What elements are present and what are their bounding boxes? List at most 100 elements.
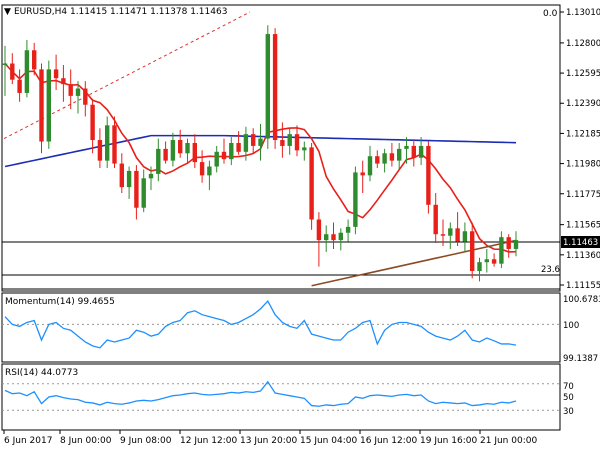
price-tick-label: 1.12185 [566,129,600,139]
price-tick-label: 1.12390 [566,99,600,109]
candle-body [185,142,190,154]
candle-body [148,173,154,179]
candle-body [491,259,497,264]
candle-body [404,145,409,149]
time-tick-label: 6 Jun 2017 [4,436,52,446]
candle-body [126,170,132,188]
candle-body [229,142,234,160]
candle-body [32,50,37,70]
fib-level-label: 23.6 [541,265,560,275]
candle-body [389,153,395,161]
time-tick-label: 13 Jun 20:00 [240,436,297,446]
candle-body [214,151,219,167]
price-tick-label: 1.11775 [566,190,600,200]
candle-body [192,142,197,163]
candle-body [462,231,468,242]
candle-body [199,162,205,176]
candle-body [338,232,343,241]
candle-body [251,134,256,146]
time-axis: 6 Jun 2017 8 Jun 00:00 9 Jun 08:00 12 Jun 1… [3,430,537,446]
candle-body [426,145,431,205]
candle-body [411,145,416,158]
candle-body [61,78,66,85]
candle-body [141,178,146,208]
candle-body [484,259,489,263]
candle-body [207,166,212,176]
candle-body [163,148,168,161]
candle-body [272,34,278,141]
candle-body [375,156,380,164]
candle-body [10,63,15,80]
candle-body [156,148,161,174]
candle-body [499,237,504,264]
candle-body [287,134,292,146]
candle-body [39,69,44,142]
rsi-tick-50: 50 [563,393,574,403]
candle-body [367,156,373,176]
candle-body [119,163,124,188]
price-tick-label: 1.11565 [566,221,600,231]
rsi-line [4,380,517,407]
candle-body [455,228,460,242]
rsi-label: RSI(14) 44.0773 [5,368,78,378]
momentum-label: Momentum(14) 99.4655 [5,297,115,307]
price-tick-label: 1.11980 [566,160,600,170]
candle-body [90,104,95,141]
price-tick-label: 1.11155 [566,281,600,291]
candle-body [68,84,73,96]
candle-body [345,226,351,233]
rsi-tick-30: 30 [563,407,574,417]
candle-body [506,237,511,249]
momentum-panel-frame [1,292,561,363]
candle-body [324,234,329,241]
momentum-tick-low: 99.1387 [563,354,598,364]
momentum-tick-high: 100.6783 [563,295,600,305]
candle-body [24,50,30,93]
candle-body [309,147,314,220]
sma-brown-line [311,239,517,287]
price-tick-label: 1.11360 [566,251,600,261]
momentum-tick-100: 100 [563,321,579,331]
price-tick-label: 1.12800 [566,39,600,49]
price-axis: 1.13010 1.12800 1.12595 1.12390 1.12185 1.119… [560,8,600,291]
candle-body [75,88,81,96]
candle-body [513,240,519,249]
time-tick-label: 8 Jun 00:00 [60,436,112,446]
candle-body [294,134,300,151]
candle-body [236,142,241,152]
candle-body [46,69,51,142]
candle-body [221,151,227,160]
current-price-label: 1.11463 [563,238,598,248]
candle-body [331,234,336,241]
candle-body [53,69,59,79]
trendline [3,11,251,140]
momentum-line [4,299,517,349]
candle-body [2,63,8,65]
candle-body [170,140,176,161]
candle-body [280,140,285,146]
symbol-dropdown-icon[interactable]: ▼ [4,7,11,17]
candle-body [433,204,438,235]
candle-body [265,34,270,139]
candle-body [353,172,358,227]
time-tick-label: 9 Jun 08:00 [120,436,172,446]
time-tick-label: 12 Jun 12:00 [180,436,237,446]
candle-body [243,134,249,152]
price-tick-label: 1.13010 [566,8,600,18]
top-right-value: 0.0 [543,9,558,19]
candle-body [477,262,482,272]
time-tick-label: 16 Jun 12:00 [360,436,417,446]
candle-body [470,231,475,272]
candle-body [17,79,22,93]
candle-body [105,125,110,161]
time-tick-label: 19 Jun 16:00 [420,436,477,446]
rsi-tick-70: 70 [563,382,574,392]
candle-body [382,153,387,164]
candle-body [112,125,117,164]
main-chart-frame [1,4,561,292]
candle-body [316,219,322,241]
candle-body [397,148,402,161]
candle-body [302,147,307,151]
time-tick-label: 15 Jun 04:00 [300,436,357,446]
